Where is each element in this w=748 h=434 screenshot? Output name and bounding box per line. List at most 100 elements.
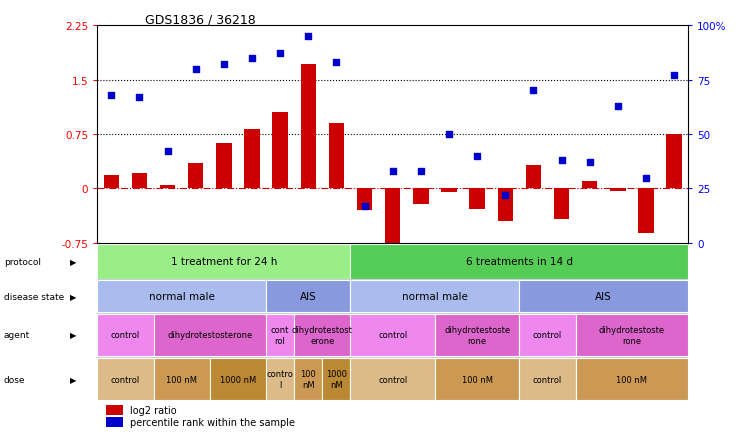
Bar: [470, 189, 485, 209]
Bar: [153, 314, 266, 356]
Bar: [132, 173, 147, 189]
Text: protocol: protocol: [4, 257, 40, 266]
Text: control: control: [533, 331, 562, 340]
Point: [640, 175, 652, 182]
Text: cont
rol: cont rol: [271, 326, 289, 345]
Bar: [160, 185, 175, 189]
Text: percentile rank within the sample: percentile rank within the sample: [129, 417, 295, 427]
Bar: [97, 314, 153, 356]
Text: control: control: [533, 375, 562, 384]
Point: [302, 33, 314, 40]
Text: ▶: ▶: [70, 331, 76, 340]
Text: control: control: [378, 331, 408, 340]
Text: control: control: [111, 375, 140, 384]
Point: [612, 103, 624, 110]
Text: 1000
nM: 1000 nM: [326, 369, 347, 389]
Bar: [216, 144, 232, 189]
Bar: [638, 189, 654, 234]
Point: [668, 72, 680, 79]
Bar: [209, 358, 266, 400]
Point: [105, 92, 117, 99]
Bar: [351, 280, 519, 312]
Bar: [554, 189, 569, 220]
Point: [190, 66, 202, 73]
Text: control: control: [378, 375, 408, 384]
Bar: [266, 314, 294, 356]
Text: disease state: disease state: [4, 292, 64, 301]
Bar: [245, 130, 260, 189]
Bar: [435, 314, 519, 356]
Point: [246, 55, 258, 62]
Bar: [497, 189, 513, 222]
Bar: [666, 135, 682, 189]
Bar: [351, 358, 435, 400]
Bar: [294, 358, 322, 400]
Bar: [106, 404, 123, 415]
Text: log2 ratio: log2 ratio: [129, 405, 177, 415]
Point: [218, 62, 230, 69]
Bar: [153, 358, 209, 400]
Point: [443, 131, 455, 138]
Point: [471, 153, 483, 160]
Bar: [301, 64, 316, 189]
Text: 100 nM: 100 nM: [616, 375, 647, 384]
Point: [583, 159, 595, 166]
Text: dihydrotestost
erone: dihydrotestost erone: [292, 326, 353, 345]
Bar: [576, 358, 688, 400]
Text: 100 nM: 100 nM: [462, 375, 493, 384]
Text: agent: agent: [4, 331, 30, 340]
Bar: [435, 358, 519, 400]
Text: contro
l: contro l: [267, 369, 293, 389]
Bar: [97, 280, 266, 312]
Text: 1 treatment for 24 h: 1 treatment for 24 h: [171, 256, 277, 266]
Bar: [103, 176, 119, 189]
Text: 6 treatments in 14 d: 6 treatments in 14 d: [466, 256, 573, 266]
Text: ▶: ▶: [70, 292, 76, 301]
Point: [415, 168, 427, 175]
Bar: [322, 358, 351, 400]
Bar: [106, 417, 123, 427]
Bar: [328, 124, 344, 189]
Bar: [385, 189, 400, 250]
Point: [556, 157, 568, 164]
Bar: [97, 358, 153, 400]
Bar: [266, 358, 294, 400]
Text: 1000 nM: 1000 nM: [220, 375, 256, 384]
Point: [358, 203, 370, 210]
Bar: [413, 189, 429, 205]
Text: ▶: ▶: [70, 257, 76, 266]
Bar: [519, 314, 576, 356]
Point: [162, 148, 174, 155]
Bar: [610, 189, 625, 191]
Point: [527, 88, 539, 95]
Text: AIS: AIS: [595, 291, 612, 301]
Bar: [526, 166, 541, 189]
Bar: [351, 244, 688, 279]
Text: ▶: ▶: [70, 375, 76, 384]
Text: dihydrotestoste
rone: dihydrotestoste rone: [444, 326, 510, 345]
Point: [275, 51, 286, 58]
Bar: [351, 314, 435, 356]
Bar: [519, 280, 688, 312]
Text: normal male: normal male: [149, 291, 215, 301]
Bar: [294, 314, 351, 356]
Bar: [357, 189, 373, 211]
Text: control: control: [111, 331, 140, 340]
Text: GDS1836 / 36218: GDS1836 / 36218: [144, 13, 255, 26]
Bar: [97, 244, 351, 279]
Bar: [582, 182, 598, 189]
Text: AIS: AIS: [300, 291, 316, 301]
Point: [387, 168, 399, 175]
Bar: [576, 314, 688, 356]
Bar: [441, 189, 457, 193]
Text: normal male: normal male: [402, 291, 468, 301]
Text: 100 nM: 100 nM: [166, 375, 197, 384]
Bar: [272, 113, 288, 189]
Point: [133, 94, 145, 101]
Text: 100
nM: 100 nM: [301, 369, 316, 389]
Bar: [188, 164, 203, 189]
Point: [499, 192, 511, 199]
Text: dose: dose: [4, 375, 25, 384]
Point: [331, 59, 343, 66]
Bar: [266, 280, 351, 312]
